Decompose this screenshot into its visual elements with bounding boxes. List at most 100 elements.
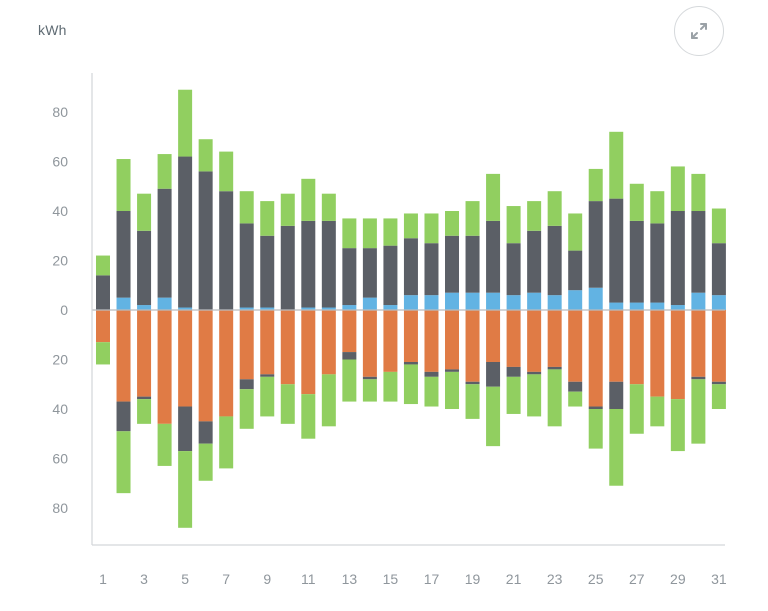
x-tick-label: 1 [99,571,107,587]
bar-segment [260,307,275,310]
bar-segment [137,310,152,397]
bar-segment [424,376,439,407]
bar-segment [137,305,152,310]
bar-segment [96,342,110,365]
bar-segment [178,406,193,452]
bar-segment [116,159,131,211]
x-tick-label: 29 [670,571,686,587]
expand-button[interactable] [674,6,724,56]
bar-segment [445,369,460,372]
bar-segment [486,220,501,293]
bar-segment [96,310,110,343]
bar-segment [445,211,460,236]
bar-segment [629,220,644,303]
bar-segment [650,396,665,427]
bar-segment [588,287,603,310]
bar-segment [137,230,152,306]
bar-segment [362,310,377,377]
bar-segment [711,208,726,244]
bar-segment [342,218,357,249]
bar-segment [711,295,726,310]
bar-segment [362,376,377,380]
bar-segment [670,166,685,211]
bar-segment [691,310,706,377]
bar-segment [280,193,295,226]
bar-segment [342,352,357,360]
bar-segment [670,305,685,310]
bar-segment [321,220,336,308]
bar-segment [96,255,110,276]
bar-segment [239,307,254,310]
y-axis-ticks: 80 60 40 20 0 20 40 60 80 [52,104,68,516]
bar-segment [629,183,644,221]
bar-segment [96,275,110,310]
bar-segment [342,248,357,306]
bar-segment [588,406,603,409]
x-tick-label: 17 [424,571,440,587]
bar-segment [301,307,316,310]
bar-segment [280,384,295,424]
bar-segment [403,295,418,310]
bar-segment [486,386,501,447]
bar-segment [198,139,213,172]
bar-segment [301,178,316,221]
bar-segment [547,310,562,367]
bar-segment [321,307,336,310]
y-tick-label: 80 [52,500,68,516]
x-tick-label: 15 [383,571,399,587]
bar-segment [342,310,357,353]
y-tick-label: 40 [52,401,68,417]
bar-segment [527,201,542,231]
bar-segment [198,171,213,310]
bar-segment [711,381,726,385]
bar-segment [239,223,254,308]
bar-segment [321,374,336,427]
bar-segment [506,310,521,367]
bar-segment [588,168,603,202]
bar-segment [383,218,398,246]
bar-segment [157,297,172,311]
bar-segment [116,401,131,432]
bar-segment [198,310,213,422]
bar-segment [465,310,480,382]
y-tick-label: 20 [52,253,68,269]
bar-segment [609,131,624,199]
bar-segment [568,290,583,310]
bar-segment [445,310,460,370]
bar-segment [670,399,685,452]
axes-layer [91,73,725,546]
y-tick-label: 60 [52,154,68,170]
bar-segment [568,213,583,251]
bar-segment [711,243,726,296]
bar-segment [629,384,644,434]
x-tick-label: 11 [301,571,316,587]
bar-segment [383,371,398,402]
bar-segment [116,211,131,298]
bar-segment [362,218,377,249]
bar-segment [650,302,665,310]
bar-segment [157,310,172,424]
bar-segment [527,371,542,375]
y-tick-label: 40 [52,203,68,219]
bar-segment [547,191,562,226]
bar-segment [588,310,603,407]
bar-segment [280,225,295,310]
bar-segment [465,235,480,293]
bar-segment [588,201,603,288]
bar-segment [506,376,521,414]
x-tick-label: 13 [342,571,358,587]
bar-segment [670,310,685,400]
bar-segment [465,381,480,385]
bar-segment [137,193,152,231]
bar-segment [445,371,460,410]
bar-segment [383,310,398,372]
x-tick-label: 5 [181,571,189,587]
bar-segment [465,384,480,419]
bar-segment [547,295,562,310]
bar-segment [157,423,172,466]
bar-segment [260,235,275,308]
bar-segment [691,376,706,380]
bar-segment [670,211,685,306]
bar-segment [568,310,583,382]
bar-segment [219,416,234,469]
